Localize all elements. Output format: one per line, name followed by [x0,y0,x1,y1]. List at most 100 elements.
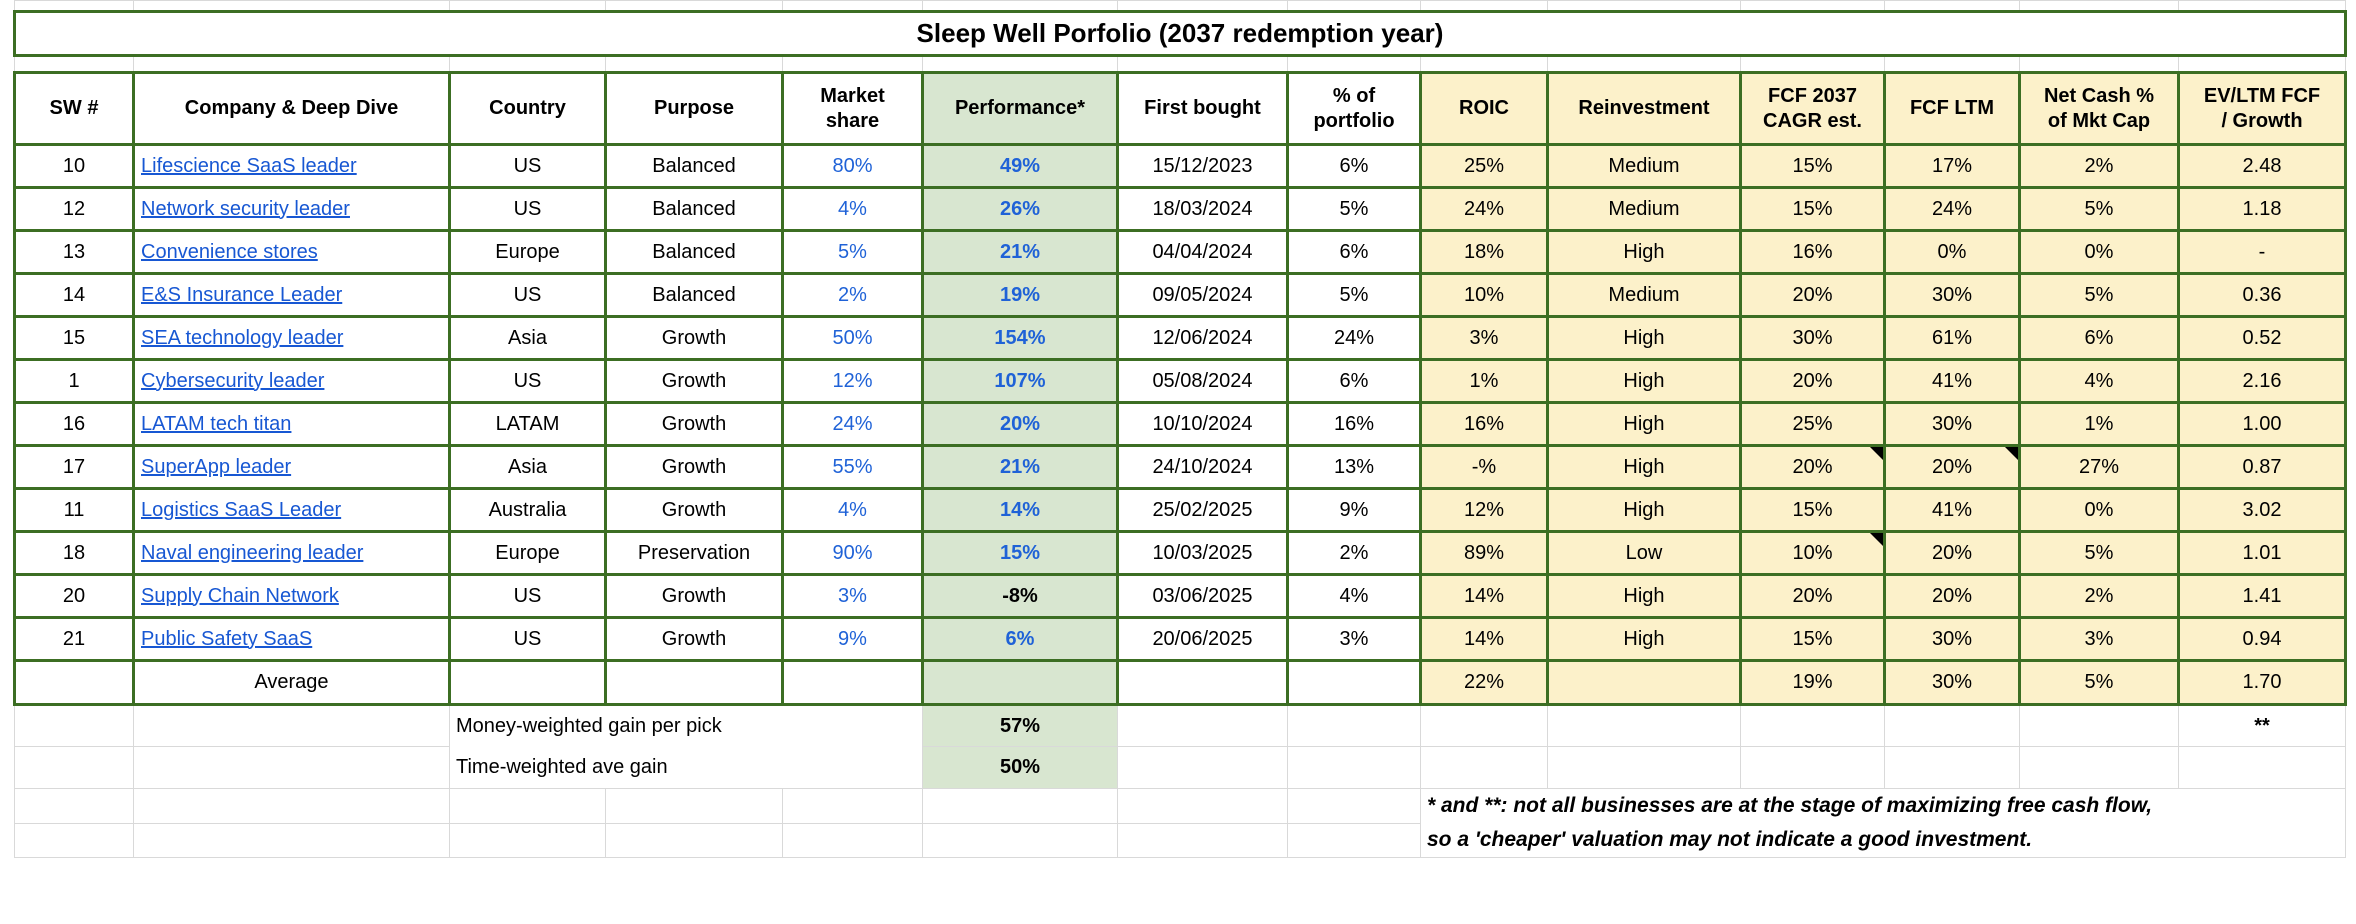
grid-cell [782,788,923,824]
sheet-title: Sleep Well Porfolio (2037 redemption yea… [13,10,2347,57]
cell-company: Logistics SaaS Leader [132,487,451,533]
cell-ev-ltm-fcf: 1.01 [2177,530,2347,576]
cell-fcf-ltm: 30% [1883,272,2021,318]
cell-sw: 16 [13,401,135,447]
table-row: 12 Network security leader US Balanced 4% 26%… [13,186,2347,232]
cell-purpose [604,659,784,706]
cell-fcf-2037-cagr: 20% [1739,573,1886,619]
grid-cell [1117,0,1288,12]
grid-cell [449,788,606,824]
cell-first-bought: 04/04/2024 [1116,229,1289,275]
cell-fcf-2037-cagr: 30% [1739,315,1886,361]
cell-roic: 12% [1419,487,1549,533]
cell-reinvestment: High [1546,315,1742,361]
company-link[interactable]: Network security leader [141,197,350,220]
company-link[interactable]: LATAM tech titan [141,412,292,435]
cell-country [448,659,607,706]
company-link[interactable]: Cybersecurity leader [141,369,325,392]
cell-performance: -8% [921,573,1119,619]
footnote-row-2 [14,822,2346,858]
cell-sw: 11 [13,487,135,533]
cell-country: Australia [448,487,607,533]
cell-ev-ltm-fcf: 2.16 [2177,358,2347,404]
cell-fcf-2037-cagr: 15% [1739,616,1886,662]
grid-cell [922,0,1118,12]
table-row: 17 SuperApp leader Asia Growth 55% 21% 24/10/2… [13,444,2347,490]
cell-market-share: 80% [781,143,924,189]
average-row: Average 22% 19% 30% 5% 1.70 [13,659,2347,706]
cell-company: SuperApp leader [132,444,451,490]
grid-cell [2178,746,2346,789]
cell-reinvestment: High [1546,358,1742,404]
average-fcf-2037-cagr: 19% [1739,659,1886,706]
grid-cell [1884,704,2020,747]
footnote-row-1: * and **: not all businesses are at the … [14,788,2346,858]
cell-ev-ltm-fcf: 1.00 [2177,401,2347,447]
company-link[interactable]: Lifescience SaaS leader [141,154,357,177]
cell-pct-portfolio: 5% [1286,272,1422,318]
grid-cell [1884,0,2020,12]
title-row: Sleep Well Porfolio (2037 redemption yea… [13,10,2347,57]
cell-net-cash-pct: 5% [2018,530,2180,576]
table-row: 13 Convenience stores Europe Balanced 5% 21% 0… [13,229,2347,275]
cell-purpose: Growth [604,487,784,533]
cell-purpose: Growth [604,573,784,619]
cell-fcf-2037-cagr: 15% [1739,487,1886,533]
cell-purpose: Preservation [604,530,784,576]
grid-cell [2019,55,2179,73]
cell-pct-portfolio: 6% [1286,229,1422,275]
cell-roic: -% [1419,444,1549,490]
table-row: 16 LATAM tech titan LATAM Growth 24% 20% 10/10… [13,401,2347,447]
cell-net-cash-pct: 2% [2018,143,2180,189]
cell-performance: 154% [921,315,1119,361]
cell-fcf-ltm: 20% [1883,530,2021,576]
cell-country: US [448,573,607,619]
cell-fcf-ltm: 0% [1883,229,2021,275]
col-header-reinvestment: Reinvestment [1546,71,1742,146]
cell-net-cash-pct: 6% [2018,315,2180,361]
cell-net-cash-pct: 1% [2018,401,2180,447]
grid-cell [133,704,450,747]
cell-company: LATAM tech titan [132,401,451,447]
cell-fcf-2037-cagr: 15% [1739,143,1886,189]
cell-market-share: 4% [781,186,924,232]
cell-ev-ltm-fcf: 1.18 [2177,186,2347,232]
grid-cell [922,822,1118,858]
company-link[interactable]: Logistics SaaS Leader [141,498,342,521]
grid-cell [1287,746,1421,789]
cell-pct-portfolio: 2% [1286,530,1422,576]
company-link[interactable]: SuperApp leader [141,455,292,478]
company-link[interactable]: Naval engineering leader [141,541,364,564]
grid-cell [1420,704,1548,747]
top-gridline-row [14,0,2346,12]
grid-cell [1884,55,2020,73]
cell-market-share: 90% [781,530,924,576]
cell-country: Asia [448,444,607,490]
cell-fcf-ltm: 20% [1883,573,2021,619]
cell-ev-ltm-fcf: 0.36 [2177,272,2347,318]
grid-cell [605,55,783,73]
table-row: 10 Lifescience SaaS leader US Balanced 80% 49… [13,143,2347,189]
grid-cell [1740,0,1885,12]
company-link[interactable]: SEA technology leader [141,326,344,349]
cell-fcf-2037-cagr: 16% [1739,229,1886,275]
cell-reinvestment: Medium [1546,143,1742,189]
cell-company: Public Safety SaaS [132,616,451,662]
cell-net-cash-pct: 5% [2018,186,2180,232]
cell-market-share: 3% [781,573,924,619]
cell-fcf-2037-cagr: 20% [1739,444,1886,490]
table-row: 18 Naval engineering leader Europe Preserva… [13,530,2347,576]
company-link[interactable]: Convenience stores [141,240,318,263]
header-row: SW # Company & Deep Dive Country Purpose… [13,71,2347,146]
cell-company: Lifescience SaaS leader [132,143,451,189]
company-link[interactable]: Public Safety SaaS [141,627,313,650]
table-row: 15 SEA technology leader Asia Growth 50% 154%… [13,315,2347,361]
cell-sw: 18 [13,530,135,576]
money-weighted-label: Money-weighted gain per pick [456,714,722,737]
average-reinvestment [1546,659,1742,706]
grid-cell [1287,704,1421,747]
cell-purpose: Growth [604,358,784,404]
cell-purpose: Balanced [604,143,784,189]
company-link[interactable]: E&S Insurance Leader [141,283,343,306]
company-link[interactable]: Supply Chain Network [141,584,339,607]
